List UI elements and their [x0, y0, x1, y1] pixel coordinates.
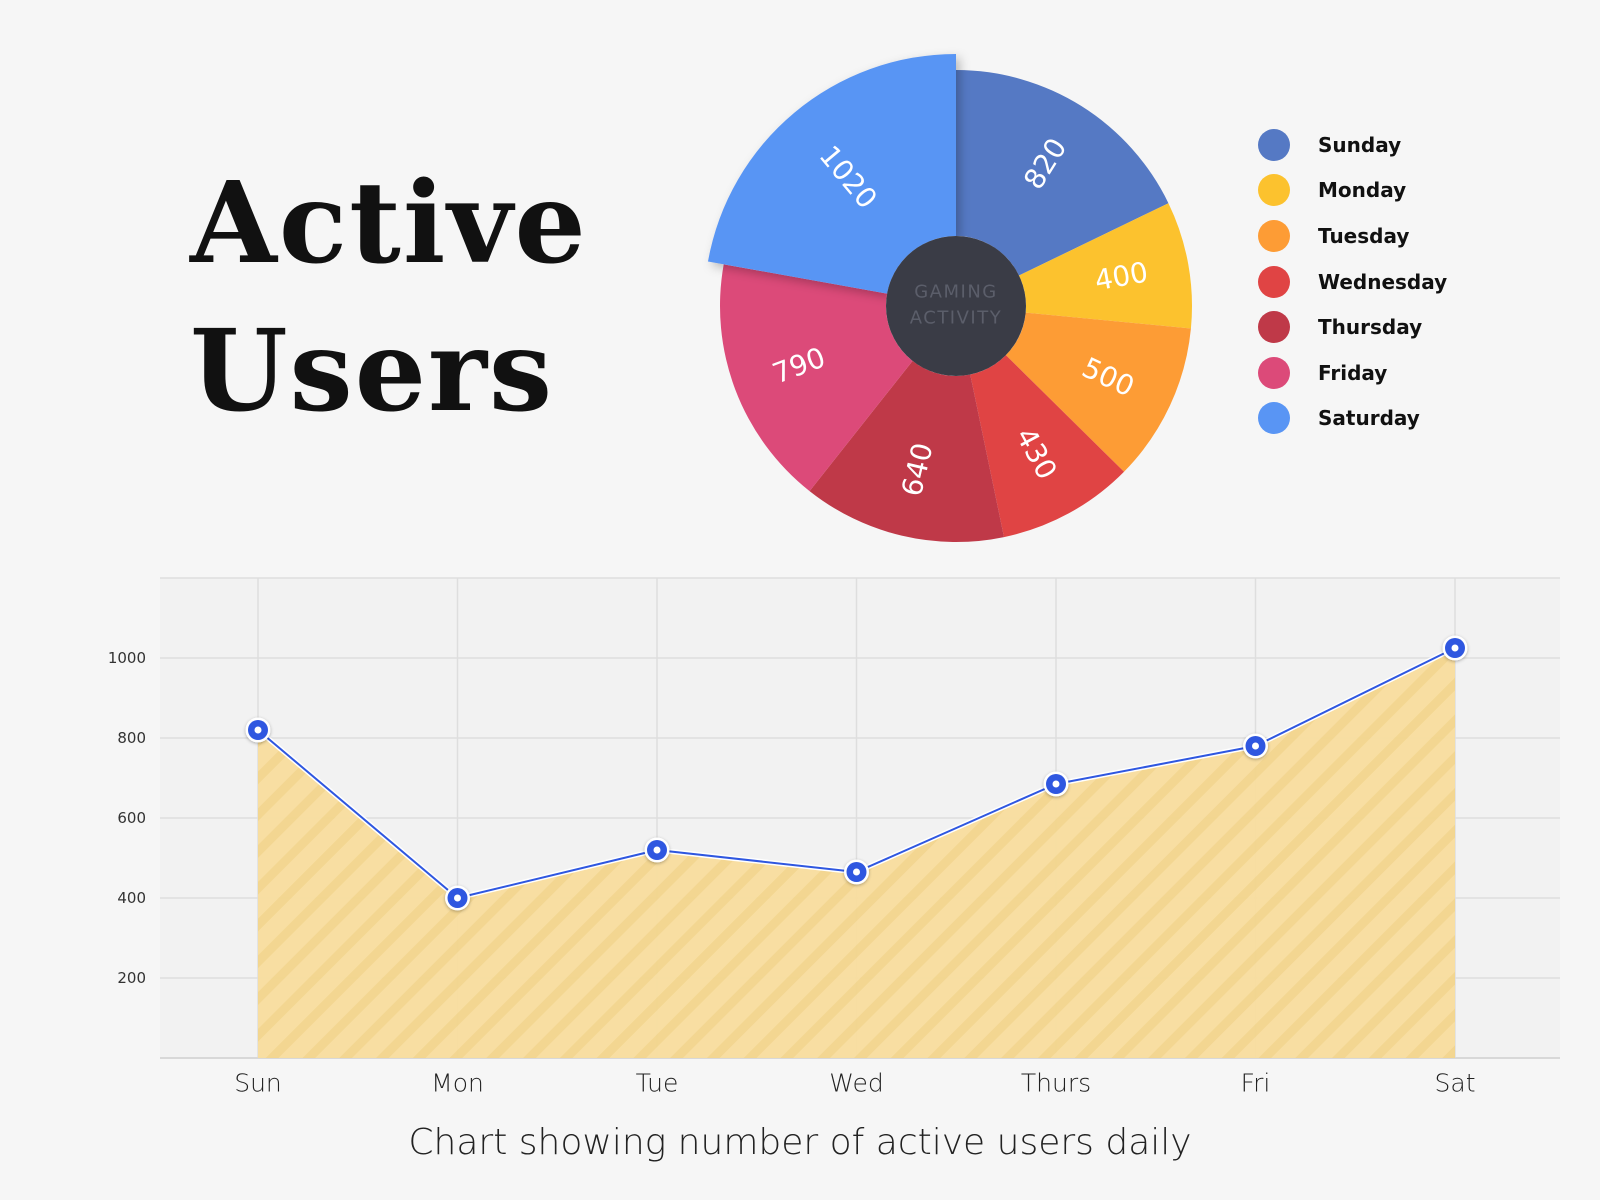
x-tick-label: Mon — [431, 1069, 484, 1098]
pie-slice-tuesday — [1005, 312, 1191, 472]
y-tick-label: 200 — [117, 969, 146, 987]
x-tick-label: Sat — [1435, 1069, 1476, 1098]
data-point — [844, 859, 869, 885]
legend-swatch — [1258, 265, 1290, 298]
pie-slice-wednesday — [970, 355, 1125, 538]
pie-slice-monday — [1019, 203, 1193, 329]
title-line-2: Users — [190, 306, 555, 437]
data-point — [1442, 635, 1468, 661]
title-line-1: Active — [190, 158, 588, 289]
legend-swatch — [1258, 402, 1290, 435]
legend-swatch — [1258, 311, 1290, 344]
x-tick-label: Wed — [829, 1069, 884, 1098]
chart-caption: Chart showing number of active users dai… — [408, 1122, 1192, 1163]
legend-item-friday: Friday — [1258, 350, 1447, 396]
legend-label: Saturday — [1318, 406, 1420, 431]
legend-item-saturday: Saturday — [1258, 396, 1447, 442]
y-tick-label: 800 — [117, 729, 146, 747]
pie-slice-saturday — [707, 54, 956, 294]
x-tick-label: Sun — [234, 1069, 282, 1098]
pie-legend: Sunday Monday Tuesday Wednesday Thursday Frid… — [1258, 122, 1447, 441]
legend-label: Thursday — [1318, 315, 1423, 340]
data-point — [644, 837, 670, 863]
y-tick-label: 1000 — [108, 649, 146, 667]
legend-swatch — [1258, 128, 1290, 161]
area-fill — [258, 648, 1455, 1058]
legend-label: Friday — [1318, 360, 1388, 385]
pie-center-label: GAMING — [914, 282, 998, 303]
legend-item-thursday: Thursday — [1258, 304, 1447, 350]
legend-item-monday: Monday — [1258, 168, 1447, 214]
legend-swatch — [1258, 174, 1290, 207]
pie-slice-friday — [719, 264, 913, 492]
pie-slice-sunday — [956, 70, 1169, 276]
data-point — [1043, 771, 1069, 797]
x-tick-label: Thurs — [1021, 1069, 1091, 1098]
legend-item-sunday: Sunday — [1258, 122, 1447, 168]
data-point — [245, 717, 271, 743]
y-tick-label: 600 — [117, 809, 146, 827]
legend-item-wednesday: Wednesday — [1258, 259, 1447, 305]
legend-label: Sunday — [1318, 132, 1402, 157]
data-point — [1243, 733, 1268, 759]
legend-swatch — [1258, 219, 1290, 252]
pie-center-label: ACTIVITY — [910, 308, 1002, 329]
legend-label: Monday — [1318, 178, 1407, 203]
data-point — [445, 885, 470, 911]
x-tick-label: Fri — [1241, 1069, 1271, 1098]
legend-item-tuesday: Tuesday — [1258, 213, 1447, 259]
y-tick-label: 400 — [117, 889, 146, 907]
pie-center-disc — [886, 236, 1026, 376]
legend-label: Wednesday — [1318, 269, 1448, 294]
page-title: Active Users — [190, 150, 588, 446]
pie-slice-thursday — [809, 360, 1005, 542]
x-tick-label: Tue — [636, 1069, 679, 1098]
legend-label: Tuesday — [1318, 223, 1410, 248]
legend-swatch — [1258, 356, 1290, 389]
